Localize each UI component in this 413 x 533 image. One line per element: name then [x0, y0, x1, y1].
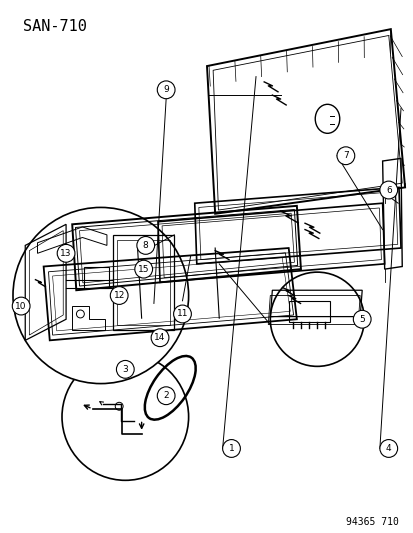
Circle shape [12, 297, 30, 315]
Bar [288, 301, 329, 322]
Text: 2: 2 [163, 391, 169, 400]
Circle shape [62, 353, 188, 480]
Text: 14: 14 [154, 333, 165, 342]
Text: 5: 5 [358, 315, 364, 324]
Text: 10: 10 [15, 302, 27, 311]
Circle shape [173, 305, 191, 323]
Text: 12: 12 [113, 291, 125, 300]
Text: 4: 4 [385, 444, 391, 453]
Circle shape [379, 181, 396, 199]
Circle shape [110, 287, 128, 304]
Circle shape [157, 81, 175, 99]
Text: SAN-710: SAN-710 [23, 19, 87, 34]
Circle shape [13, 207, 188, 384]
Text: 94365 710: 94365 710 [345, 517, 398, 527]
Circle shape [151, 329, 169, 346]
Text: 13: 13 [60, 249, 72, 258]
Circle shape [270, 272, 363, 366]
Circle shape [57, 245, 75, 262]
Text: 1: 1 [228, 444, 234, 453]
Text: 9: 9 [163, 85, 169, 94]
Circle shape [222, 440, 240, 457]
Circle shape [352, 310, 370, 328]
Circle shape [379, 440, 396, 457]
Text: 11: 11 [176, 310, 188, 319]
Text: 7: 7 [342, 151, 348, 160]
Circle shape [137, 237, 154, 254]
Text: 3: 3 [122, 365, 128, 374]
Text: 15: 15 [138, 265, 149, 273]
Circle shape [116, 360, 134, 378]
Circle shape [336, 147, 354, 165]
Text: 8: 8 [142, 241, 148, 250]
Circle shape [157, 387, 175, 405]
Bar [84, 266, 109, 288]
Text: 6: 6 [385, 185, 391, 195]
Circle shape [135, 260, 152, 278]
